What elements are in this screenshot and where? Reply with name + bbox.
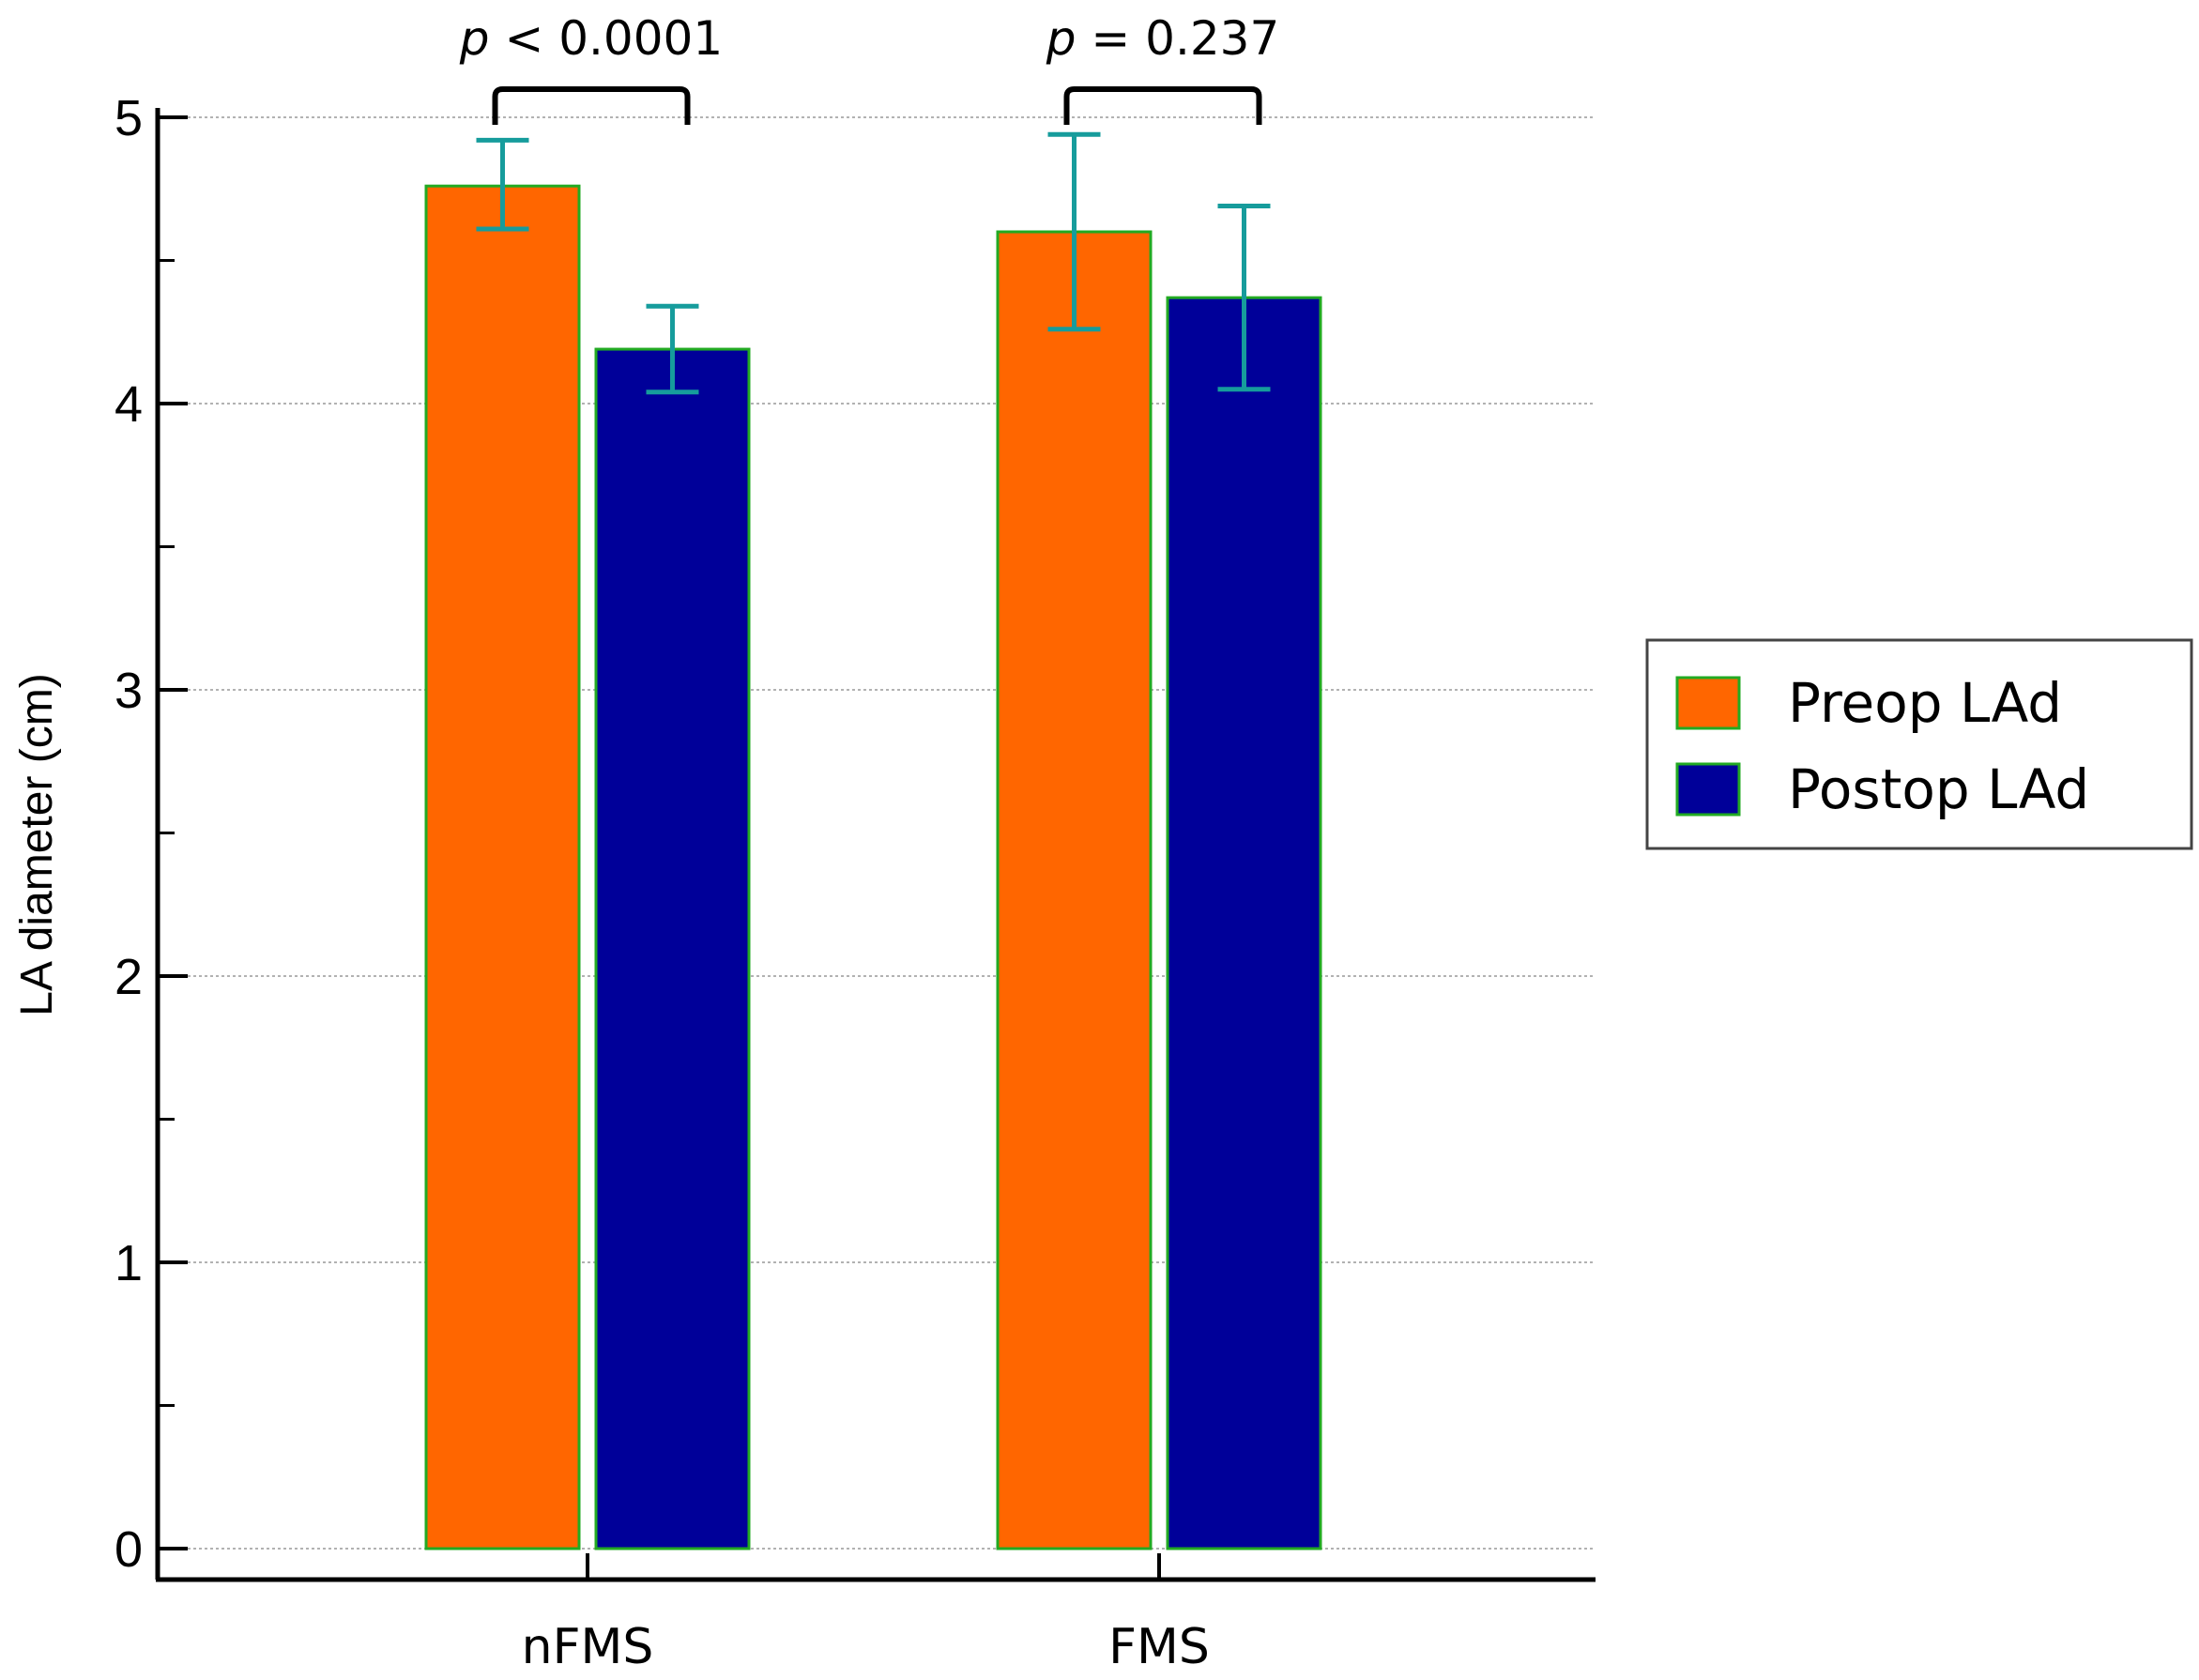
gridlines bbox=[188, 116, 1596, 1550]
y-tick-label: 1 bbox=[115, 1235, 143, 1291]
y-axis-title: LA diameter (cm) bbox=[12, 673, 62, 1016]
y-tick-label: 4 bbox=[115, 376, 143, 433]
significance-bracket bbox=[1063, 86, 1262, 125]
legend-swatch bbox=[1675, 676, 1741, 730]
bar-preop-lad-fms bbox=[996, 230, 1153, 1550]
p-value-text: = 0.237 bbox=[1076, 11, 1279, 66]
bar-postop-lad-fms bbox=[1166, 296, 1322, 1550]
p-value-text: < 0.0001 bbox=[490, 11, 724, 66]
bar-preop-lad-nfms bbox=[424, 184, 581, 1550]
axes bbox=[155, 108, 1596, 1582]
p-symbol: p bbox=[1046, 11, 1077, 66]
y-tick-label: 2 bbox=[115, 949, 143, 1005]
y-tick-label: 3 bbox=[115, 663, 143, 719]
p-symbol: p bbox=[459, 11, 490, 66]
significance-annotations: p < 0.0001 p = 0.237 bbox=[459, 11, 1279, 125]
y-ticks: 0 1 2 3 4 5 bbox=[115, 90, 188, 1578]
legend-label: Postop LAd bbox=[1788, 757, 2089, 821]
p-value-label: p < 0.0001 bbox=[459, 11, 723, 66]
significance-bracket bbox=[492, 86, 691, 125]
legend: Preop LAd Postop LAd bbox=[1645, 638, 2193, 850]
p-value-label: p = 0.237 bbox=[1046, 11, 1280, 66]
x-ticks: nFMS FMS bbox=[522, 1553, 1210, 1675]
bars bbox=[424, 184, 1322, 1550]
y-tick-label: 5 bbox=[115, 90, 143, 146]
error-bars bbox=[476, 131, 1271, 395]
bar-postop-lad-nfms bbox=[594, 347, 751, 1550]
x-tick-label: nFMS bbox=[522, 1619, 654, 1675]
legend-label: Preop LAd bbox=[1788, 671, 2062, 735]
x-tick-label: FMS bbox=[1108, 1619, 1210, 1675]
legend-swatch bbox=[1675, 762, 1741, 817]
y-tick-label: 0 bbox=[115, 1521, 143, 1578]
